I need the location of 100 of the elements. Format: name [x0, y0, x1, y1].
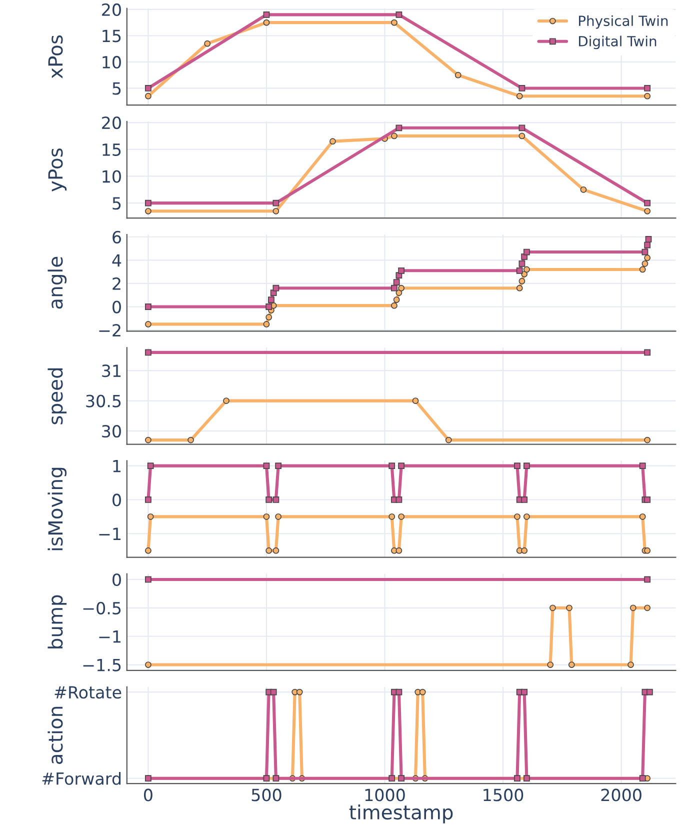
point [644, 604, 651, 612]
y-axis-title: bump [48, 595, 67, 648]
point [518, 260, 526, 267]
point [396, 124, 402, 132]
point [263, 462, 270, 469]
point [266, 304, 272, 310]
point [523, 248, 530, 256]
point [514, 462, 520, 469]
point [398, 462, 405, 469]
point [644, 92, 651, 100]
legend-label: Physical Twin [579, 15, 668, 29]
y-tick-label: 15 [102, 30, 121, 42]
point [644, 496, 651, 503]
y-axis-title: yPos [48, 148, 67, 192]
point [388, 513, 396, 520]
point [628, 662, 634, 668]
y-axis-title: isMoving [48, 468, 67, 550]
point [516, 284, 523, 292]
point [566, 604, 572, 612]
point [580, 186, 587, 193]
point [145, 349, 152, 356]
point [644, 208, 651, 214]
point [547, 662, 554, 668]
y-tick-label: 0 [112, 573, 121, 586]
point [145, 662, 152, 668]
point [642, 248, 648, 256]
point [639, 266, 646, 273]
point [145, 496, 152, 503]
point [275, 513, 282, 520]
x-tick-label: 2000 [601, 788, 642, 802]
point [568, 662, 575, 668]
y-tick-label: 5 [112, 197, 121, 210]
point [644, 254, 651, 262]
point [639, 513, 646, 520]
point [550, 604, 556, 612]
point [391, 132, 398, 140]
y-tick-label: 30 [102, 424, 121, 438]
point [644, 349, 651, 356]
x-axis-title: timestamp [349, 804, 453, 824]
point [396, 547, 402, 554]
y-tick-label: 10 [102, 170, 121, 183]
point [330, 138, 336, 145]
y-axis-title: xPos [48, 35, 63, 78]
y-tick-label: −0.5 [83, 602, 121, 614]
point [642, 260, 648, 267]
y-tick-label: −1 [99, 528, 121, 540]
point [272, 200, 280, 206]
point [644, 436, 651, 444]
y-tick-label: 20 [102, 116, 121, 130]
y-tick-label: 0 [112, 300, 121, 314]
point [145, 436, 152, 444]
point [266, 314, 272, 320]
point [188, 436, 194, 444]
point [147, 462, 154, 469]
point [516, 267, 523, 274]
y-axis-title: speed [48, 368, 67, 424]
y-tick-label: 15 [102, 144, 121, 156]
x-tick-label: 0 [144, 788, 152, 802]
text: #Rotate [54, 686, 122, 699]
legend-label: Digital Twin [579, 36, 656, 50]
y-tick-label: 30.5 [86, 394, 121, 408]
point [445, 436, 452, 444]
point [398, 284, 405, 292]
point [263, 11, 270, 18]
point [644, 242, 651, 248]
point [145, 576, 152, 583]
point [388, 462, 396, 469]
point [644, 576, 651, 583]
point [518, 85, 526, 92]
point [204, 40, 211, 47]
x-tick-label: 1500 [484, 788, 524, 802]
point [521, 496, 528, 503]
y-tick-label: −2 [99, 324, 120, 336]
y-tick-label: 31 [102, 364, 121, 378]
point [145, 92, 152, 100]
point [272, 547, 280, 554]
point [266, 496, 272, 503]
point [523, 266, 530, 273]
point [145, 547, 152, 554]
point [644, 200, 651, 206]
point [396, 11, 402, 18]
y-tick-label: 1 [113, 460, 121, 472]
point [412, 398, 419, 404]
point [454, 72, 462, 78]
point [518, 278, 526, 284]
point [391, 19, 398, 26]
text: #Forward [42, 772, 121, 785]
y-tick-label: 6 [112, 230, 121, 244]
y-tick-label: −1.5 [83, 658, 121, 672]
point [391, 284, 398, 292]
point [644, 547, 651, 554]
point [644, 85, 651, 92]
point [147, 513, 154, 520]
x-tick-label: 500 [252, 788, 282, 802]
point [263, 513, 270, 520]
point [266, 547, 272, 554]
point [523, 462, 530, 469]
point [272, 284, 280, 292]
point [523, 513, 530, 520]
point [275, 462, 282, 469]
